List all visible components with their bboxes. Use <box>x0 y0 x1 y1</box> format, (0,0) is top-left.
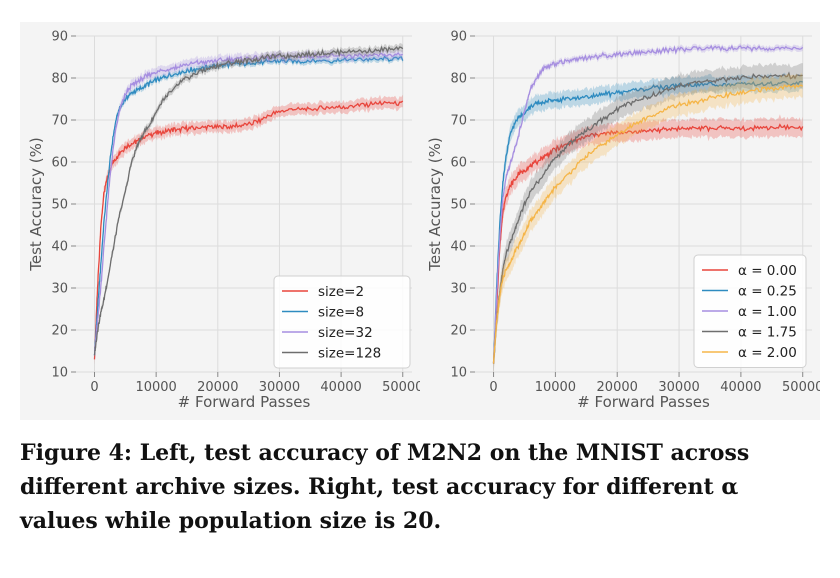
y-axis-label: Test Accuracy (%) <box>27 137 45 272</box>
figure-caption: Figure 4: Left, test accuracy of M2N2 on… <box>20 440 750 534</box>
y-tick-label: 90 <box>450 30 467 45</box>
y-tick-label: 20 <box>51 324 68 339</box>
y-tick-label: 10 <box>450 366 467 381</box>
y-tick-label: 80 <box>51 72 68 87</box>
y-tick-label: 50 <box>450 198 467 213</box>
x-tick-label: 50000 <box>782 380 820 395</box>
legend-label: α = 1.00 <box>738 304 797 320</box>
y-tick-label: 80 <box>450 72 467 87</box>
legend-label: α = 1.75 <box>738 325 797 341</box>
y-tick-label: 90 <box>51 30 68 45</box>
y-tick-label: 40 <box>51 240 68 255</box>
x-tick-label: 0 <box>90 380 98 395</box>
x-tick-label: 40000 <box>320 380 361 395</box>
left-chart: 10 20 30 40 50 60 70 80 90 0 10000 20000 30000 40000 5… <box>27 30 420 412</box>
legend-box <box>693 254 807 368</box>
y-axis-label: Test Accuracy (%) <box>426 137 444 272</box>
legend-label: size=32 <box>318 325 373 341</box>
x-tick-label: 20000 <box>197 380 238 395</box>
y-tick-label: 30 <box>450 282 467 297</box>
y-tick-label: 10 <box>51 366 68 381</box>
series-line <box>492 80 803 364</box>
legend-box <box>273 275 411 369</box>
x-tick-label: 30000 <box>658 380 699 395</box>
legend-label: size=8 <box>318 305 364 321</box>
right-chart: 10 20 30 40 50 60 70 80 90 0 10000 20000 30000 40000 5… <box>426 30 820 412</box>
y-tick-label: 70 <box>51 114 68 129</box>
legend-label: α = 0.00 <box>738 263 797 279</box>
x-axis-label: # Forward Passes <box>577 393 710 411</box>
x-tick-label: 10000 <box>535 380 576 395</box>
y-tick-label: 30 <box>51 282 68 297</box>
legend-label: α = 2.00 <box>738 345 797 361</box>
series-line <box>492 44 804 364</box>
series-line <box>93 52 403 356</box>
figure-panel: 10 20 30 40 50 60 70 80 90 0 10000 20000 30000 40000 5… <box>20 22 820 420</box>
x-axis-label: # Forward Passes <box>178 393 311 411</box>
legend: size=2 size=8 size=32 size=128 <box>273 275 411 369</box>
series-line <box>492 84 804 364</box>
legend-label: size=2 <box>318 284 364 300</box>
y-tick-label: 50 <box>51 198 68 213</box>
x-tick-label: 40000 <box>720 380 761 395</box>
legend-label: size=128 <box>318 346 381 362</box>
plot-area <box>93 43 404 365</box>
y-tick-label: 60 <box>450 156 467 171</box>
x-tick-label: 30000 <box>259 380 300 395</box>
x-tick-label: 50000 <box>382 380 420 395</box>
series-line <box>492 123 804 364</box>
x-tick-label: 10000 <box>135 380 176 395</box>
series-line <box>492 71 803 364</box>
y-tick-label: 20 <box>450 324 467 339</box>
series-line <box>93 55 404 356</box>
y-tick-label: 60 <box>51 156 68 171</box>
y-tick-label: 70 <box>450 114 467 129</box>
plot-area <box>492 43 804 376</box>
x-tick-label: 0 <box>489 380 497 395</box>
y-tick-label: 40 <box>450 240 467 255</box>
legend: α = 0.00 α = 0.25 α = 1.00 α = 1.75 α = 2.00 <box>693 254 807 368</box>
series-line <box>93 45 404 356</box>
x-tick-label: 20000 <box>597 380 638 395</box>
legend-label: α = 0.25 <box>738 284 797 300</box>
